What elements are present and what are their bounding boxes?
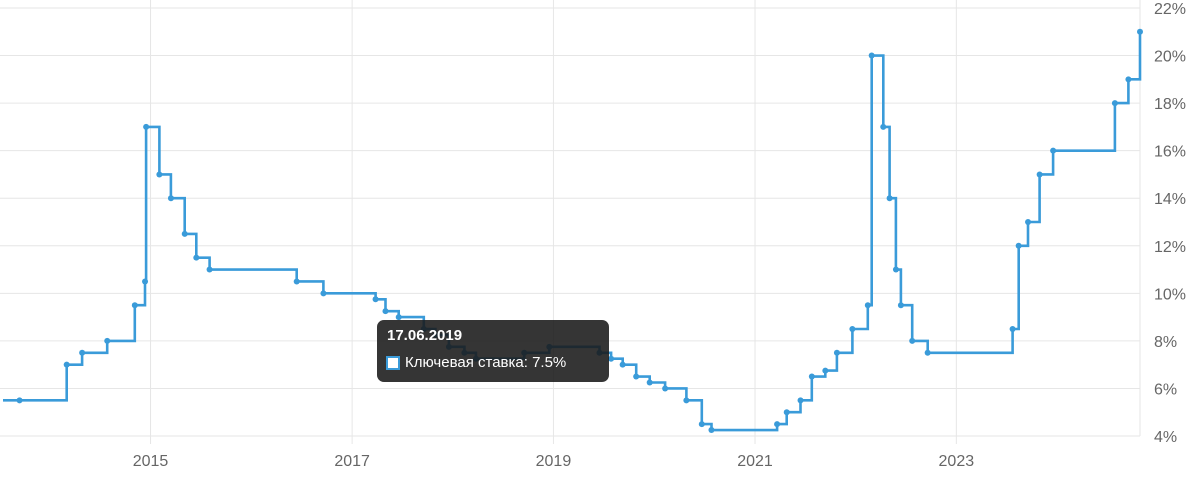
data-point[interactable]: [1009, 326, 1016, 332]
tooltip-date: 17.06.2019: [387, 327, 463, 344]
x-tick-label: 2015: [133, 453, 169, 470]
data-point[interactable]: [880, 123, 887, 130]
data-point[interactable]: [864, 302, 871, 309]
data-point[interactable]: [619, 361, 626, 368]
tooltip-row: Ключевая ставка: 7.5%: [386, 354, 566, 371]
y-tick-label: 12%: [1154, 239, 1186, 256]
data-point[interactable]: [1050, 147, 1057, 154]
data-point[interactable]: [868, 52, 875, 59]
data-point[interactable]: [1025, 219, 1032, 225]
y-tick-label: 14%: [1154, 191, 1186, 208]
data-point[interactable]: [892, 266, 899, 273]
data-point[interactable]: [1137, 28, 1143, 35]
data-point[interactable]: [193, 254, 200, 261]
y-tick-label: 22%: [1154, 1, 1186, 18]
x-tick-label: 2021: [737, 453, 773, 470]
data-point[interactable]: [79, 349, 86, 356]
data-point[interactable]: [797, 397, 804, 404]
data-point[interactable]: [16, 397, 23, 404]
data-point[interactable]: [1036, 171, 1043, 178]
data-point[interactable]: [1015, 242, 1022, 249]
data-point[interactable]: [909, 337, 916, 344]
data-point[interactable]: [698, 421, 705, 428]
y-tick-label: 16%: [1154, 144, 1186, 161]
x-tick-label: 2017: [334, 453, 370, 470]
data-point[interactable]: [849, 326, 856, 332]
data-point[interactable]: [320, 290, 327, 297]
data-point[interactable]: [143, 123, 150, 130]
y-tick-label: 6%: [1154, 381, 1177, 398]
data-point[interactable]: [608, 355, 615, 362]
data-point[interactable]: [808, 373, 815, 380]
data-point[interactable]: [924, 349, 931, 356]
x-grid: [150, 0, 957, 444]
x-tick-label: 2023: [939, 453, 975, 470]
data-point[interactable]: [783, 409, 790, 416]
chart-tooltip: 17.06.2019 Ключевая ставка: 7.5%: [377, 320, 609, 382]
data-point[interactable]: [167, 195, 174, 202]
y-tick-label: 20%: [1154, 49, 1186, 66]
data-point[interactable]: [293, 278, 300, 285]
data-point[interactable]: [662, 385, 669, 392]
data-point[interactable]: [382, 308, 389, 315]
data-point[interactable]: [372, 296, 379, 303]
data-point[interactable]: [774, 421, 781, 428]
data-point[interactable]: [886, 195, 893, 202]
y-tick-label: 4%: [1154, 429, 1177, 446]
data-point[interactable]: [833, 349, 840, 356]
legend-swatch-icon: [386, 355, 400, 370]
y-tick-label: 18%: [1154, 96, 1186, 113]
series-line: [3, 31, 1142, 432]
x-tick-label: 2019: [536, 453, 572, 470]
data-point[interactable]: [1125, 76, 1132, 83]
y-tick-label: 8%: [1154, 334, 1177, 351]
data-point[interactable]: [131, 302, 138, 309]
data-point[interactable]: [156, 171, 163, 178]
data-point[interactable]: [708, 427, 715, 434]
data-point[interactable]: [395, 314, 402, 321]
data-point[interactable]: [181, 230, 188, 237]
data-point[interactable]: [63, 361, 70, 368]
data-point[interactable]: [104, 337, 111, 344]
data-point[interactable]: [822, 367, 829, 374]
data-point[interactable]: [142, 278, 149, 285]
y-tick-label: 10%: [1154, 286, 1186, 303]
y-axis-labels: 4% 6% 8% 10% 12% 14% 16% 18% 20% 22%: [1154, 1, 1186, 446]
data-point[interactable]: [1111, 100, 1118, 107]
data-point[interactable]: [683, 397, 690, 404]
data-point[interactable]: [646, 379, 653, 386]
data-point[interactable]: [206, 266, 213, 273]
x-axis-labels: 2015 2017 2019 2021 2023: [133, 453, 974, 470]
data-point[interactable]: [633, 373, 640, 380]
data-point[interactable]: [897, 302, 904, 309]
tooltip-value: Ключевая ставка: 7.5%: [405, 354, 567, 371]
